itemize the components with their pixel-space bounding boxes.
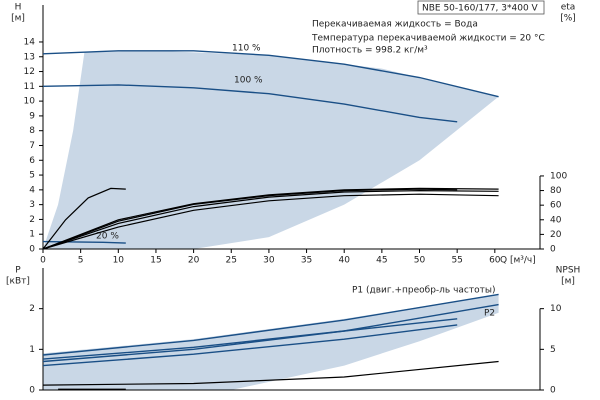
y-tick-label: 9 — [29, 111, 35, 121]
y2-tick-label: 40 — [550, 215, 562, 225]
y-tick-label: 2 — [29, 304, 35, 314]
y-tick-label: 11 — [24, 82, 35, 92]
y-axis-label: [м] — [11, 14, 25, 24]
y-tick-label: 10 — [24, 97, 36, 107]
x-tick-label: 40 — [338, 256, 350, 266]
y-axis-label: H — [15, 3, 22, 13]
x-tick-label: 5 — [78, 256, 84, 266]
curve-label: 100 % — [234, 76, 263, 86]
y2-tick-label: 0 — [550, 245, 556, 255]
annotation: P1 (двиг.+преобр-ль частоты) — [352, 286, 496, 296]
y2-tick-label: 60 — [550, 201, 562, 211]
y-tick-label: 6 — [29, 156, 35, 166]
x-tick-label: 20 — [188, 256, 200, 266]
curve — [42, 84, 458, 123]
title-box — [417, 0, 545, 15]
y-tick-label: 8 — [29, 126, 35, 136]
y2-axis-label: [%] — [560, 14, 576, 24]
y-tick-label: 4 — [29, 185, 35, 195]
curve — [42, 318, 458, 360]
y-tick-label: 2 — [29, 215, 35, 225]
x-tick-label: 15 — [150, 256, 161, 266]
x-tick-label: 0 — [40, 256, 46, 266]
x-tick-label: 55 — [451, 256, 462, 266]
x-tick-label: 35 — [301, 256, 312, 266]
y-tick-label: 3 — [29, 200, 35, 210]
x-tick-label: 30 — [263, 256, 275, 266]
y2-axis-label: NPSH — [556, 266, 581, 276]
curve — [42, 240, 126, 244]
y2-tick-label: 80 — [550, 186, 562, 196]
curve — [42, 50, 499, 98]
curve — [42, 189, 499, 250]
y-tick-label: 14 — [24, 37, 36, 47]
y2-tick-label: 10 — [550, 304, 562, 314]
y2-axis-label: eta — [561, 3, 576, 13]
y2-axis-label: [м] — [561, 277, 575, 287]
operating-region — [43, 294, 499, 390]
x-tick-label: 60 — [489, 256, 501, 266]
x-tick-label: 50 — [414, 256, 426, 266]
curve-label: 20 % — [96, 232, 119, 242]
curve — [42, 324, 458, 367]
curve — [42, 193, 499, 250]
curve — [42, 187, 499, 250]
operating-region — [43, 50, 499, 249]
x-axis-label: Q [м³/ч] — [500, 256, 536, 266]
curve — [42, 293, 499, 356]
y-tick-label: 1 — [29, 230, 35, 240]
y-tick-label: 5 — [29, 171, 35, 181]
y2-tick-label: 20 — [550, 230, 562, 240]
curve — [42, 188, 458, 250]
annotation: P2 — [484, 309, 495, 319]
y-axis-label: P — [15, 266, 21, 276]
curve — [42, 360, 499, 386]
y-tick-label: 12 — [24, 67, 35, 77]
y-tick-label: 0 — [29, 386, 35, 396]
x-tick-label: 25 — [226, 256, 237, 266]
x-tick-label: 45 — [376, 256, 387, 266]
y-axis-label: [кВт] — [6, 277, 30, 287]
y-tick-label: 7 — [29, 141, 35, 151]
curve-label: 110 % — [232, 44, 261, 54]
chart-title: NBE 50-160/177, 3*400 V — [422, 4, 539, 14]
annotation: Плотность = 998.2 кг/м³ — [312, 46, 428, 56]
y-tick-label: 13 — [24, 52, 35, 62]
y-tick-label: 0 — [29, 245, 35, 255]
y-tick-label: 1 — [29, 345, 35, 355]
annotation: Перекачиваемая жидкость = Вода — [312, 20, 478, 30]
curve — [42, 187, 126, 250]
curve — [42, 303, 499, 363]
y2-tick-label: 100 — [550, 171, 567, 181]
x-tick-label: 10 — [113, 256, 125, 266]
annotation: Температура перекачиваемой жидкости = 20… — [311, 34, 545, 44]
y2-tick-label: 5 — [550, 345, 556, 355]
y2-tick-label: 0 — [550, 386, 556, 396]
